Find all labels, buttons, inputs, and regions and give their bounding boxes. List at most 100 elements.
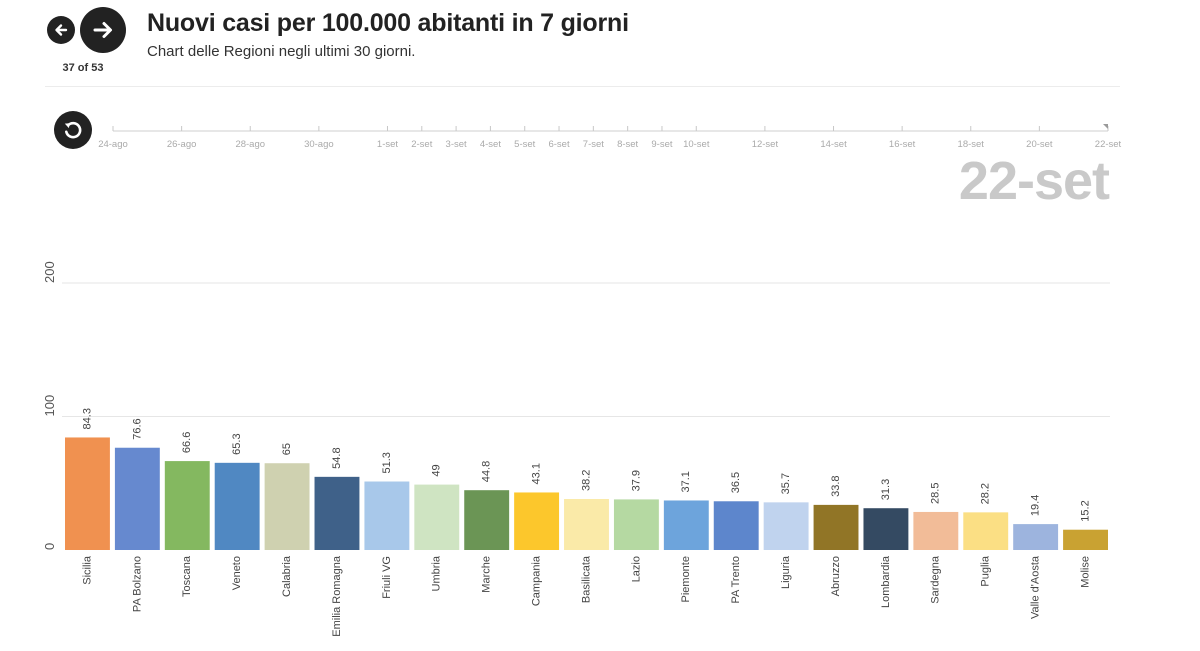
- timeline-tick-label: 9-set: [651, 139, 672, 150]
- x-category-label: Campania: [531, 555, 543, 606]
- bar-value-label: 33.8: [830, 475, 842, 496]
- bar-value-label: 51.3: [381, 452, 393, 473]
- page-counter: 37 of 53: [62, 62, 104, 74]
- bar-value-label: 37.1: [680, 471, 692, 492]
- x-category-label: Marche: [481, 556, 493, 593]
- bar: [114, 447, 160, 550]
- bar-value-label: 38.2: [580, 470, 592, 491]
- bar-value-label: 35.7: [780, 473, 792, 494]
- bar-value-label: 43.1: [531, 463, 543, 484]
- timeline-tick-label: 24-ago: [98, 139, 128, 150]
- bar: [314, 476, 360, 550]
- bar: [1063, 529, 1108, 550]
- timeline-tick-label: 3-set: [446, 139, 467, 150]
- bar: [514, 492, 560, 550]
- bar: [164, 461, 210, 550]
- bar-value-label: 31.3: [880, 479, 892, 500]
- bar: [963, 512, 1009, 550]
- timeline-slider[interactable]: 24-ago 26-ago 28-ago 30-ago 1-set 2-set 3-set 4…: [0, 0, 1200, 160]
- timeline-tick-label: 12-set: [752, 139, 779, 150]
- replay-button[interactable]: [54, 111, 92, 149]
- bar: [264, 463, 310, 550]
- arrow-right-icon: [93, 22, 112, 38]
- bar: [414, 484, 460, 550]
- x-category-label: Veneto: [231, 556, 243, 590]
- header-divider: [45, 86, 1120, 87]
- timeline-tick-label: 22-set: [1095, 139, 1122, 150]
- x-category-label: Puglia: [980, 555, 992, 586]
- timeline-tick-label: 26-ago: [167, 139, 197, 150]
- x-category-label: Lombardia: [880, 555, 892, 608]
- timeline-tick-label: 6-set: [548, 139, 569, 150]
- timeline-tick-label: 4-set: [480, 139, 501, 150]
- timeline-tick-label: 16-set: [889, 139, 916, 150]
- bar-value-label: 54.8: [331, 447, 343, 468]
- bar: [364, 481, 410, 550]
- bar: [713, 501, 759, 550]
- bar-value-label: 44.8: [481, 461, 493, 482]
- timeline-tick-label: 14-set: [820, 139, 847, 150]
- x-category-label: Toscana: [181, 555, 193, 597]
- x-category-label: Calabria: [281, 555, 293, 597]
- x-category-label: Valle d'Aosta: [1030, 555, 1042, 619]
- x-category-label: Lazio: [630, 556, 642, 582]
- bar-value-label: 28.5: [930, 483, 942, 504]
- timeline-tick-label: 28-ago: [235, 139, 265, 150]
- timeline-tick-label: 30-ago: [304, 139, 334, 150]
- bar: [813, 504, 859, 550]
- y-tick-label: 200: [42, 261, 57, 283]
- x-category-label: Piemonte: [680, 556, 692, 602]
- bar-value-label: 36.5: [730, 472, 742, 493]
- bar: [913, 511, 959, 550]
- x-category-label: Umbria: [431, 555, 443, 591]
- arrow-left-icon: [55, 24, 68, 36]
- x-category-label: PA Bolzano: [131, 556, 143, 612]
- timeline-handle[interactable]: [1103, 124, 1108, 129]
- bar-value-label: 65: [281, 443, 293, 455]
- timeline-tick-label: 10-set: [683, 139, 710, 150]
- bar-value-label: 15.2: [1079, 500, 1091, 521]
- bar: [464, 490, 510, 550]
- bar: [763, 502, 809, 550]
- bar: [663, 500, 709, 550]
- x-category-label: Basilicata: [580, 555, 592, 603]
- previous-button[interactable]: [47, 16, 75, 44]
- bar-value-label: 19.4: [1030, 495, 1042, 516]
- timeline-tick-label: 20-set: [1026, 139, 1053, 150]
- x-category-label: Emilia Romagna: [331, 555, 343, 637]
- x-category-label: Friuli VG: [381, 556, 393, 599]
- x-category-label: Sardegna: [930, 555, 942, 604]
- current-date-label: 22-set: [958, 151, 1110, 211]
- page-subtitle: Chart delle Regioni negli ultimi 30 gior…: [147, 43, 416, 60]
- bar: [214, 462, 260, 550]
- bar-value-label: 66.6: [181, 432, 193, 453]
- timeline-tick-label: 8-set: [617, 139, 638, 150]
- bar: [613, 499, 659, 550]
- bar-value-label: 37.9: [630, 470, 642, 491]
- bar-value-label: 76.6: [131, 418, 143, 439]
- timeline-tick-label: 18-set: [958, 139, 985, 150]
- replay-icon: [64, 121, 82, 139]
- bar-value-label: 28.2: [980, 483, 992, 504]
- bar-value-label: 49: [431, 464, 443, 476]
- x-category-label: Molise: [1079, 556, 1091, 588]
- bar-value-label: 84.3: [81, 408, 93, 429]
- y-tick-label: 0: [42, 543, 57, 550]
- x-category-label: Liguria: [780, 555, 792, 589]
- bar-value-label: 65.3: [231, 433, 243, 454]
- bar: [1013, 524, 1059, 550]
- timeline-tick-label: 7-set: [583, 139, 604, 150]
- next-button[interactable]: [80, 7, 126, 53]
- y-tick-label: 100: [42, 395, 57, 417]
- x-category-label: Abruzzo: [830, 556, 842, 596]
- page-title: Nuovi casi per 100.000 abitanti in 7 gio…: [147, 9, 629, 37]
- timeline-tick-label: 2-set: [411, 139, 432, 150]
- x-category-label: PA Trento: [730, 556, 742, 604]
- bar: [65, 437, 110, 550]
- timeline-tick-label: 5-set: [514, 139, 535, 150]
- bar: [863, 508, 909, 550]
- timeline-tick-label: 1-set: [377, 139, 398, 150]
- bar: [564, 499, 609, 550]
- x-category-label: Sicilia: [81, 555, 93, 585]
